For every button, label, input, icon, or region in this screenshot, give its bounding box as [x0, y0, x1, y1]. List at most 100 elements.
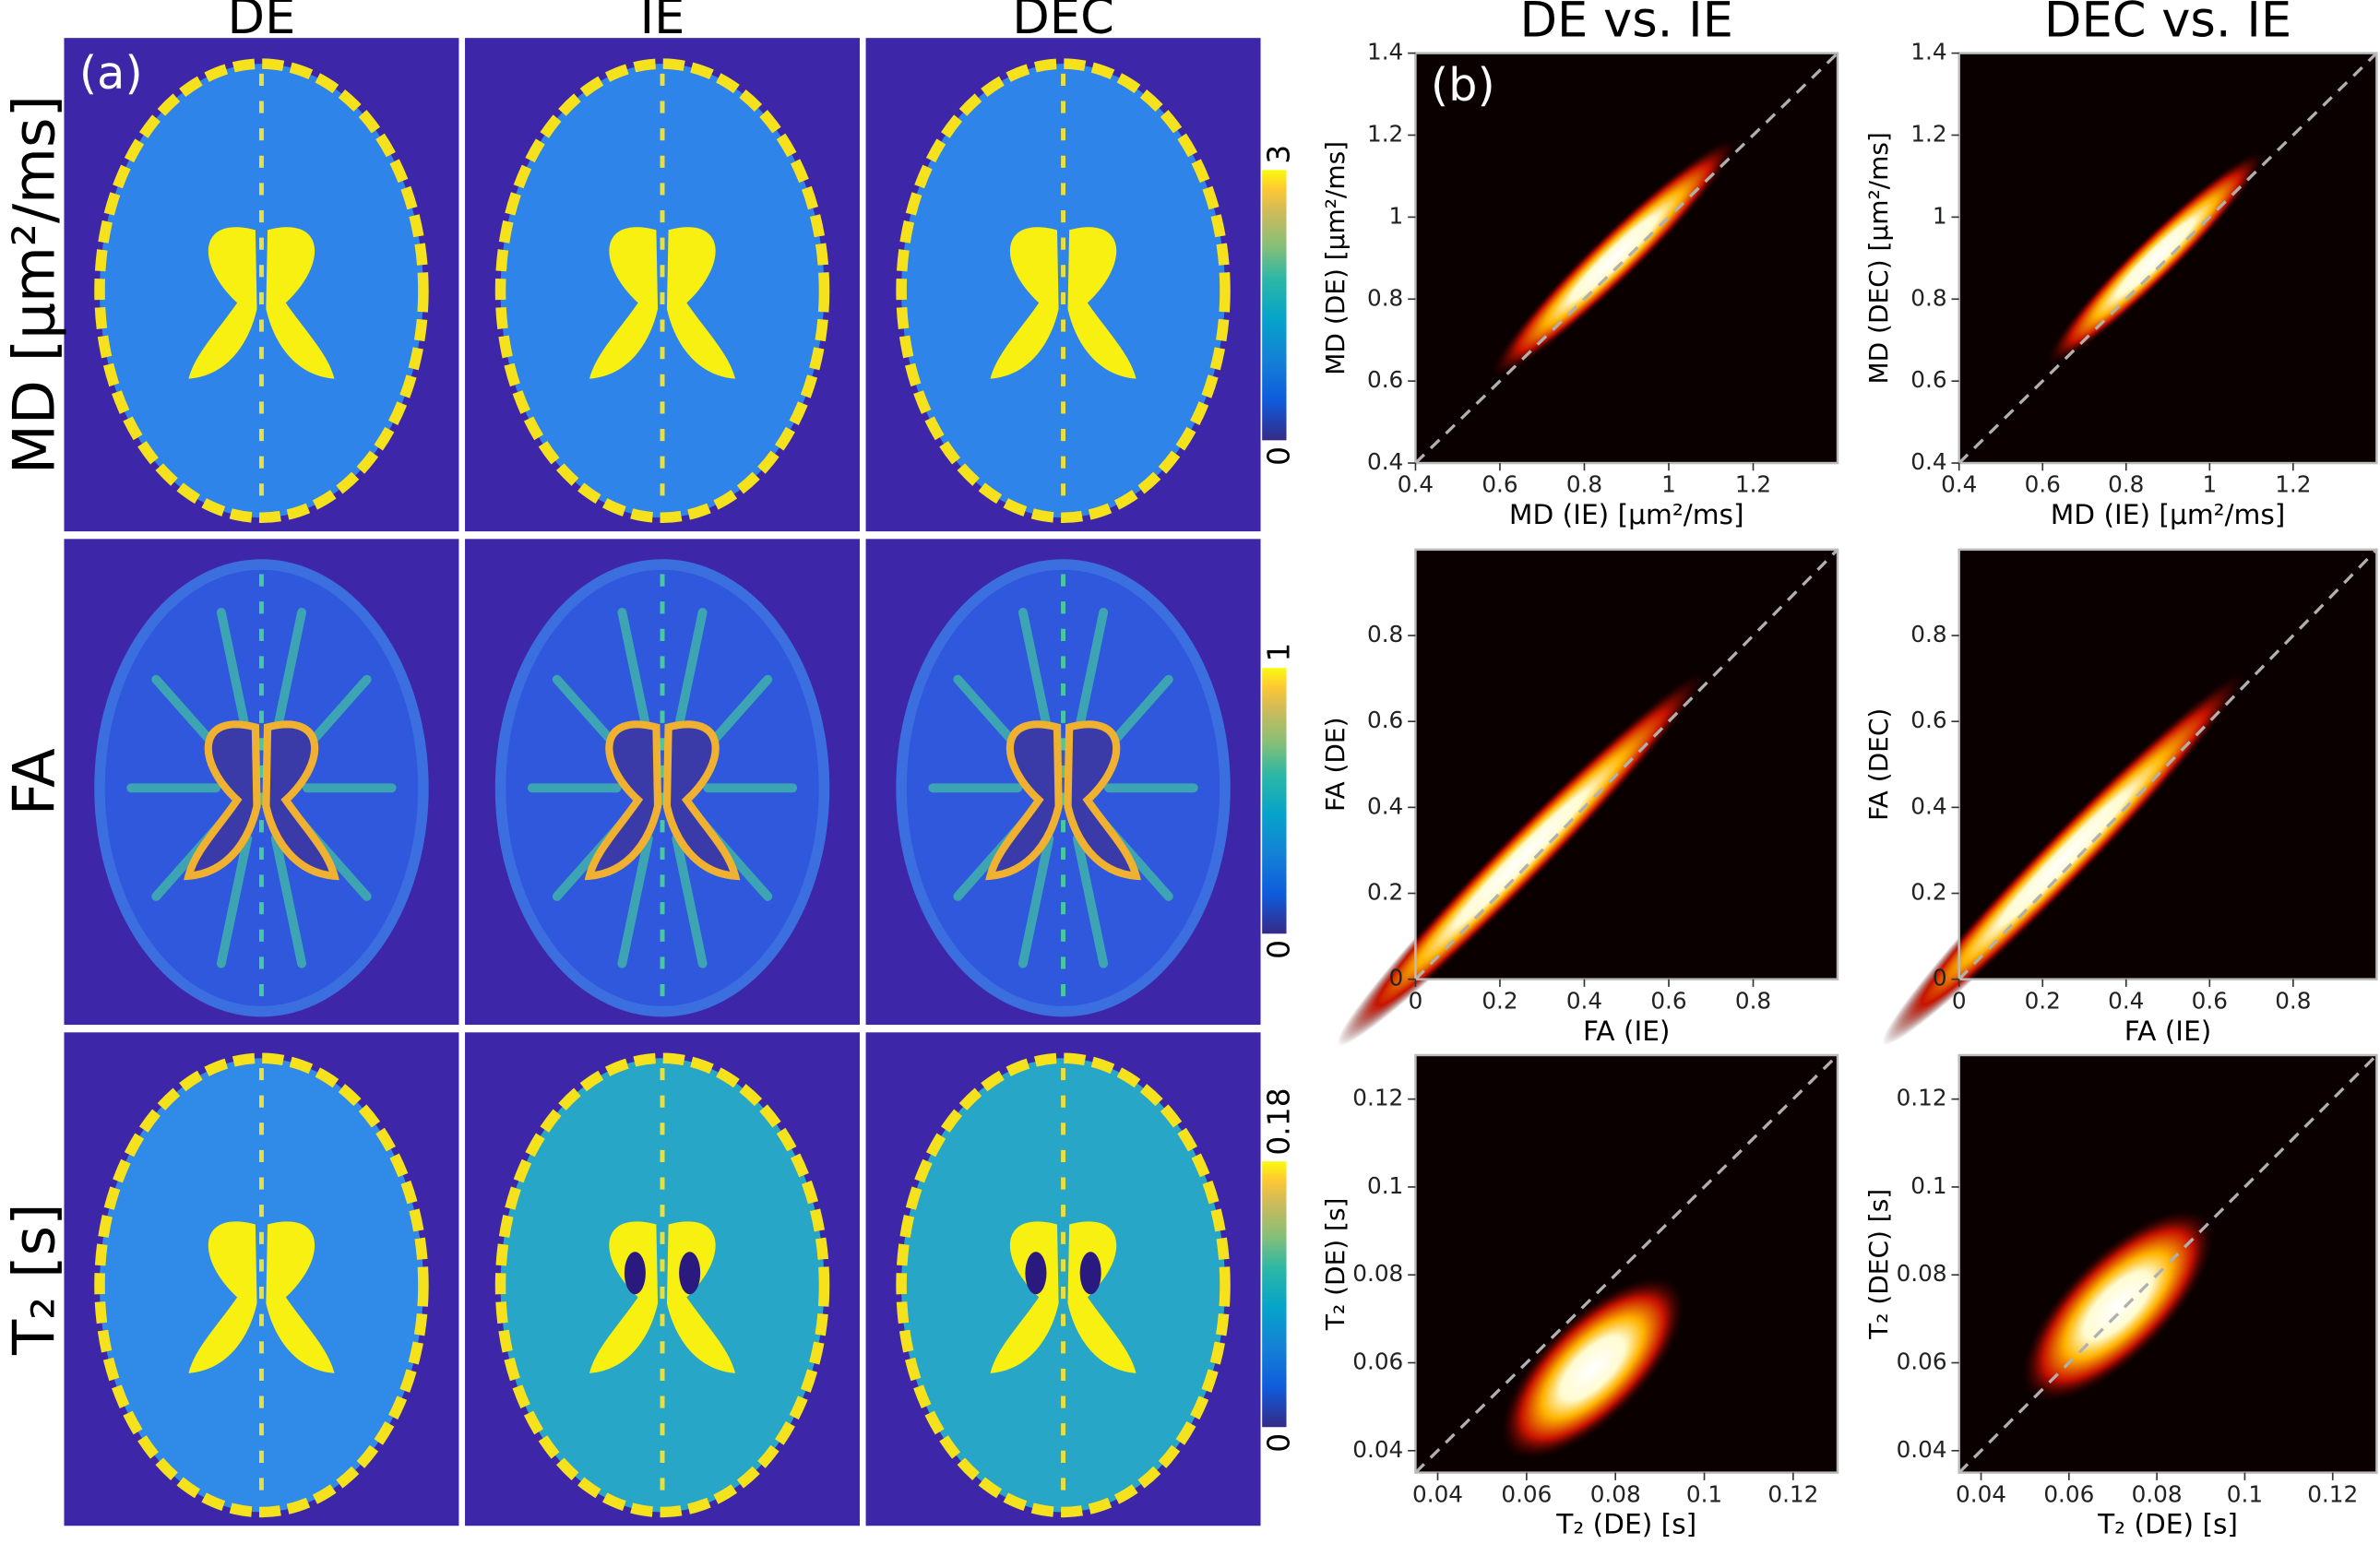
density-blob — [2022, 1209, 2214, 1402]
x-axis-label: T₂ (DE) [s] — [1555, 1509, 1696, 1540]
ventricle — [990, 227, 1059, 379]
brain-map — [465, 539, 860, 1026]
x-tick-label: 0.08 — [2132, 1480, 2183, 1507]
brain-tissue — [896, 58, 1231, 524]
x-tick-label: 0.6 — [2192, 987, 2228, 1014]
y-tick-label: 0.4 — [1910, 448, 1946, 475]
y-tick-label: 0.6 — [1910, 366, 1946, 393]
x-tick-label: 0 — [1409, 987, 1423, 1014]
density-blob — [1882, 672, 2245, 1046]
column-header: DE — [228, 0, 296, 45]
x-axis-label: FA (IE) — [1583, 1015, 1671, 1047]
x-axis-label: T₂ (DE) [s] — [2097, 1509, 2238, 1540]
brain-map — [64, 1032, 459, 1526]
ventricle — [589, 227, 659, 379]
x-tick-label: 0.8 — [1735, 987, 1771, 1014]
y-tick-label: 0.4 — [1367, 792, 1403, 819]
tract — [1072, 834, 1109, 968]
tract — [270, 607, 307, 742]
x-tick-label: 0.12 — [1767, 1480, 1818, 1507]
colorbar — [1262, 170, 1287, 441]
tract — [617, 834, 653, 968]
density-blob — [2047, 151, 2264, 365]
ventricle — [1064, 720, 1141, 881]
brain-tissue — [494, 58, 830, 524]
density-blob — [1501, 1277, 1684, 1459]
axes-frame — [1414, 1053, 1839, 1474]
y-tick-label: 0.1 — [1910, 1172, 1946, 1199]
tract — [1017, 834, 1054, 968]
brain-map — [64, 539, 459, 1026]
y-tick-label: 0.08 — [1352, 1260, 1403, 1287]
y-tick-label: 0.1 — [1367, 1172, 1403, 1199]
x-tick-label: 1 — [2202, 471, 2217, 498]
y-tick-label: 0.6 — [1367, 366, 1403, 393]
ventricle — [666, 227, 736, 379]
y-tick-label: 0.4 — [1910, 792, 1946, 819]
brain-tissue — [94, 559, 429, 1017]
y-tick-label: 0 — [1389, 965, 1404, 992]
x-tick-label: 0.8 — [2275, 987, 2311, 1014]
y-tick-label: 0.8 — [1910, 284, 1946, 311]
ventricle — [262, 720, 339, 881]
colorbar — [1262, 668, 1287, 934]
y-tick-label: 1 — [1933, 202, 1947, 229]
tract — [216, 834, 253, 968]
colorbar-tick-label: 1 — [1260, 643, 1296, 662]
column-header: IE — [640, 0, 685, 45]
x-tick-label: 0.1 — [1686, 1480, 1722, 1507]
column-header: DEC — [1012, 0, 1114, 45]
x-tick-label: 0.04 — [1956, 1480, 2006, 1507]
ventricle-void — [1025, 1252, 1047, 1295]
tract — [1017, 607, 1054, 742]
y-tick-label: 1.4 — [1367, 39, 1403, 65]
tract — [672, 607, 708, 742]
x-tick-label: 0.4 — [2108, 987, 2144, 1014]
y-tick-label: 0.04 — [1897, 1436, 1947, 1463]
colorbar-tick-label: 0 — [1260, 940, 1296, 959]
axes-frame — [1958, 548, 2378, 980]
tract — [270, 834, 307, 968]
axes-frame — [1414, 52, 1839, 465]
y-axis-label: FA (DEC) — [1863, 708, 1894, 821]
axes-frame — [1958, 52, 2378, 465]
brain-tissue — [94, 1052, 429, 1518]
y-axis-label: MD (DE) [μm²/ms] — [1320, 141, 1351, 375]
tract — [1072, 607, 1109, 742]
x-tick-label: 0.8 — [1566, 471, 1602, 498]
brain-tissue — [896, 559, 1231, 1017]
colorbar — [1262, 1161, 1287, 1428]
x-tick-label: 0 — [1952, 987, 1967, 1014]
identity-line — [1414, 52, 1839, 465]
density-blob — [1337, 671, 1706, 1047]
ventricle — [1067, 227, 1136, 379]
brain-tissue — [94, 58, 429, 524]
y-tick-label: 1.2 — [1910, 120, 1946, 147]
y-tick-label: 1.2 — [1367, 120, 1403, 147]
y-tick-label: 0.6 — [1367, 707, 1403, 733]
panel-label: (b) — [1431, 58, 1495, 112]
x-tick-label: 0.06 — [2043, 1480, 2094, 1507]
x-axis-label: MD (IE) [μm²/ms] — [2051, 499, 2286, 530]
x-tick-label: 0.6 — [1650, 987, 1686, 1014]
y-tick-label: 0.4 — [1367, 448, 1403, 475]
ventricle — [584, 720, 662, 881]
x-tick-label: 0.08 — [1590, 1480, 1641, 1507]
y-tick-label: 0.6 — [1910, 707, 1946, 733]
x-axis-label: MD (IE) [μm²/ms] — [1509, 499, 1744, 530]
panel-label: (a) — [79, 46, 143, 100]
x-tick-label: 0.6 — [2025, 471, 2061, 498]
y-tick-label: 0 — [1933, 965, 1947, 992]
tract — [216, 607, 253, 742]
column-header: DE vs. IE — [1520, 0, 1733, 48]
brain-map — [865, 1032, 1261, 1526]
tract — [617, 607, 653, 742]
brain-map — [865, 539, 1261, 1026]
ventricle — [266, 1221, 335, 1373]
colorbar-tick-label: 0 — [1260, 446, 1296, 466]
y-tick-label: 0.8 — [1367, 284, 1403, 311]
y-tick-label: 1 — [1389, 202, 1404, 229]
row-label: FA — [1, 748, 68, 815]
brain-map — [465, 1032, 860, 1526]
